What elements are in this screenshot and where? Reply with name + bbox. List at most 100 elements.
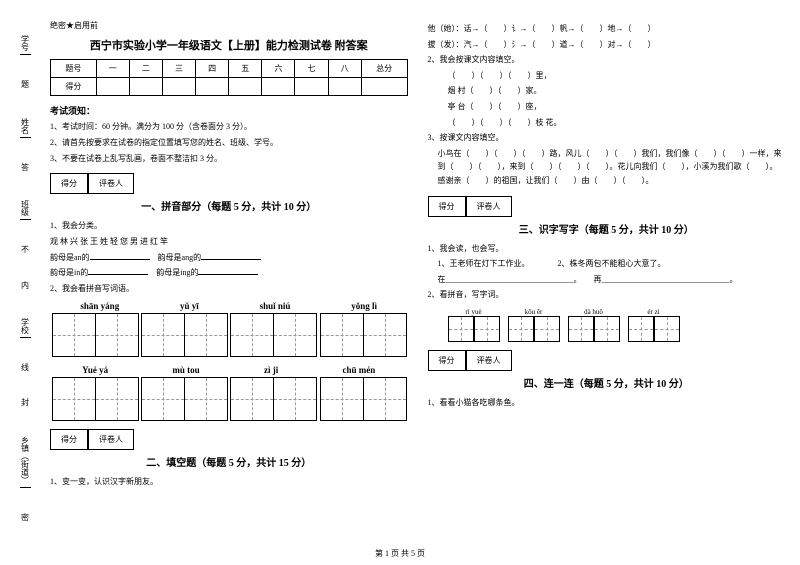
table-header: 八 bbox=[328, 60, 361, 78]
score-box: 得分 评卷人 bbox=[50, 173, 408, 194]
char-grid-row bbox=[50, 313, 408, 357]
score-cell: 评卷人 bbox=[88, 429, 134, 450]
binding-char: 封 bbox=[21, 397, 29, 408]
score-box: 得分 评卷人 bbox=[428, 196, 786, 217]
small-char-grid bbox=[448, 316, 474, 342]
binding-label: 班级 bbox=[20, 197, 31, 220]
char-grid bbox=[273, 313, 317, 357]
score-cell: 得分 bbox=[50, 429, 88, 450]
char-grid bbox=[141, 313, 185, 357]
char-grid bbox=[363, 313, 407, 357]
score-cell: 得分 bbox=[50, 173, 88, 194]
char-grid bbox=[273, 377, 317, 421]
char-list: 观 林 兴 张 王 姓 轻 您 男 进 红 竿 bbox=[50, 235, 408, 249]
table-header: 三 bbox=[162, 60, 195, 78]
section1-title: 一、拼音部分（每题 5 分，共计 10 分） bbox=[50, 198, 408, 213]
small-char-grid bbox=[474, 316, 500, 342]
question-text: 1、我会读，也会写。 bbox=[428, 242, 786, 256]
small-char-grid bbox=[534, 316, 560, 342]
small-char-grid bbox=[568, 316, 594, 342]
pinyin-label: shuǐ niú bbox=[260, 301, 291, 311]
instruction-item: 1、考试时间：60 分钟。满分为 100 分（含卷面分 3 分）。 bbox=[50, 121, 408, 134]
question-text: 在________________________________。 再____… bbox=[428, 273, 786, 287]
score-box: 得分 评卷人 bbox=[428, 350, 786, 371]
instruction-item: 3、不要在试卷上乱写乱画，卷面不整洁扣 3 分。 bbox=[50, 153, 408, 166]
char-grid bbox=[320, 377, 364, 421]
section4-title: 四、连一连（每题 5 分，共计 10 分） bbox=[428, 375, 786, 390]
fill-text: 拔（发）：汽→（ ）氵→（ ）道→（ ）对→（ ） bbox=[428, 38, 786, 52]
table-header: 题号 bbox=[51, 60, 97, 78]
question-text: 2、我会按课文内容填空。 bbox=[428, 53, 786, 67]
char-grid bbox=[184, 377, 228, 421]
binding-label: 乡镇（街道） bbox=[20, 433, 31, 488]
binding-char: 题 bbox=[21, 79, 29, 90]
fill-text: 小鸟在（ ）（ ）（ ）路，风儿（ ）（ ）我们，我们像（ ）（ ）一样，来到（… bbox=[428, 147, 786, 188]
small-char-grid bbox=[628, 316, 654, 342]
pinyin-label: mù tou bbox=[172, 365, 199, 375]
confidential-label: 绝密★启用前 bbox=[50, 20, 408, 31]
small-char-grid bbox=[508, 316, 534, 342]
binding-char: 密 bbox=[21, 512, 29, 523]
section2-title: 二、填空题（每题 5 分，共计 15 分） bbox=[50, 454, 408, 469]
table-header: 一 bbox=[96, 60, 129, 78]
pinyin-row: Yué yá mù tou zì jǐ chū mén bbox=[50, 365, 408, 375]
fill-line: 韵母是an的 韵母是ang的 bbox=[50, 251, 408, 265]
question-text: 1、王老师在灯下工作业。 2、株冬两包不能粗心大意了。 bbox=[428, 257, 786, 271]
char-grid bbox=[363, 377, 407, 421]
question-text: 2、我会看拼音写词语。 bbox=[50, 282, 408, 296]
small-pinyin: kǒu ěr bbox=[508, 308, 560, 316]
score-cell: 评卷人 bbox=[466, 350, 512, 371]
right-column: 他（她）：话→（ ）讠→（ ）帆→（ ）地→（ ） 拔（发）：汽→（ ）氵→（ … bbox=[428, 20, 786, 491]
char-grid bbox=[52, 313, 96, 357]
char-grid bbox=[230, 313, 274, 357]
char-grid bbox=[95, 377, 139, 421]
char-grid bbox=[52, 377, 96, 421]
left-column: 绝密★启用前 西宁市实验小学一年级语文【上册】能力检测试卷 附答案 题号 一 二… bbox=[50, 20, 408, 491]
question-text: 2、看拼音，写字词。 bbox=[428, 288, 786, 302]
binding-char: 内 bbox=[21, 280, 29, 291]
pinyin-label: Yué yá bbox=[82, 365, 108, 375]
binding-char: 答 bbox=[21, 162, 29, 173]
score-box: 得分 评卷人 bbox=[50, 429, 408, 450]
table-header: 六 bbox=[262, 60, 295, 78]
binding-margin: 学号 题 姓名 答 班级 不 内 学校 线 封 乡镇（街道） 密 bbox=[5, 20, 45, 535]
question-text: 1、看看小猫各吃哪条鱼。 bbox=[428, 396, 786, 410]
fill-text: 他（她）：话→（ ）讠→（ ）帆→（ ）地→（ ） bbox=[428, 22, 786, 36]
question-text: 1、我会分类。 bbox=[50, 219, 408, 233]
fill-text: （ ）（ ）（ ）枝 花。 bbox=[428, 116, 786, 130]
table-header: 七 bbox=[295, 60, 328, 78]
pinyin-label: chū mén bbox=[343, 365, 376, 375]
char-grid bbox=[320, 313, 364, 357]
small-char-grid bbox=[654, 316, 680, 342]
question-text: 3、按课文内容填空。 bbox=[428, 131, 786, 145]
binding-label: 姓名 bbox=[20, 115, 31, 138]
table-header: 二 bbox=[129, 60, 162, 78]
binding-char: 不 bbox=[21, 244, 29, 255]
binding-char: 线 bbox=[21, 362, 29, 373]
fill-text: 亭 台（ ）（ ）座， bbox=[428, 100, 786, 114]
pinyin-label: yǔ yī bbox=[180, 301, 199, 311]
section3-title: 三、识字写字（每题 5 分，共计 10 分） bbox=[428, 221, 786, 236]
small-grid-row: rì yuè kǒu ěr dà huǒ ér zi bbox=[428, 308, 786, 342]
table-header: 总分 bbox=[361, 60, 407, 78]
small-pinyin: rì yuè bbox=[448, 308, 500, 316]
binding-label: 学号 bbox=[20, 32, 31, 55]
char-grid-row bbox=[50, 377, 408, 421]
score-cell: 得分 bbox=[428, 196, 466, 217]
exam-title: 西宁市实验小学一年级语文【上册】能力检测试卷 附答案 bbox=[50, 37, 408, 53]
score-cell: 得分 bbox=[428, 350, 466, 371]
score-cell: 评卷人 bbox=[466, 196, 512, 217]
pinyin-label: yǒng lì bbox=[351, 301, 377, 311]
score-table: 题号 一 二 三 四 五 六 七 八 总分 得分 bbox=[50, 59, 408, 96]
small-char-grid bbox=[594, 316, 620, 342]
table-header: 五 bbox=[229, 60, 262, 78]
question-text: 1、变一变，认识汉字新朋友。 bbox=[50, 475, 408, 489]
char-grid bbox=[141, 377, 185, 421]
char-grid bbox=[184, 313, 228, 357]
small-pinyin: dà huǒ bbox=[568, 308, 620, 316]
fill-line: 韵母是in的 韵母是ing的 bbox=[50, 266, 408, 280]
fill-text: 烟 村（ ）（ ）家。 bbox=[428, 84, 786, 98]
page-footer: 第 1 页 共 5 页 bbox=[0, 548, 800, 559]
instructions-title: 考试须知： bbox=[50, 104, 408, 117]
binding-label: 学校 bbox=[20, 315, 31, 338]
